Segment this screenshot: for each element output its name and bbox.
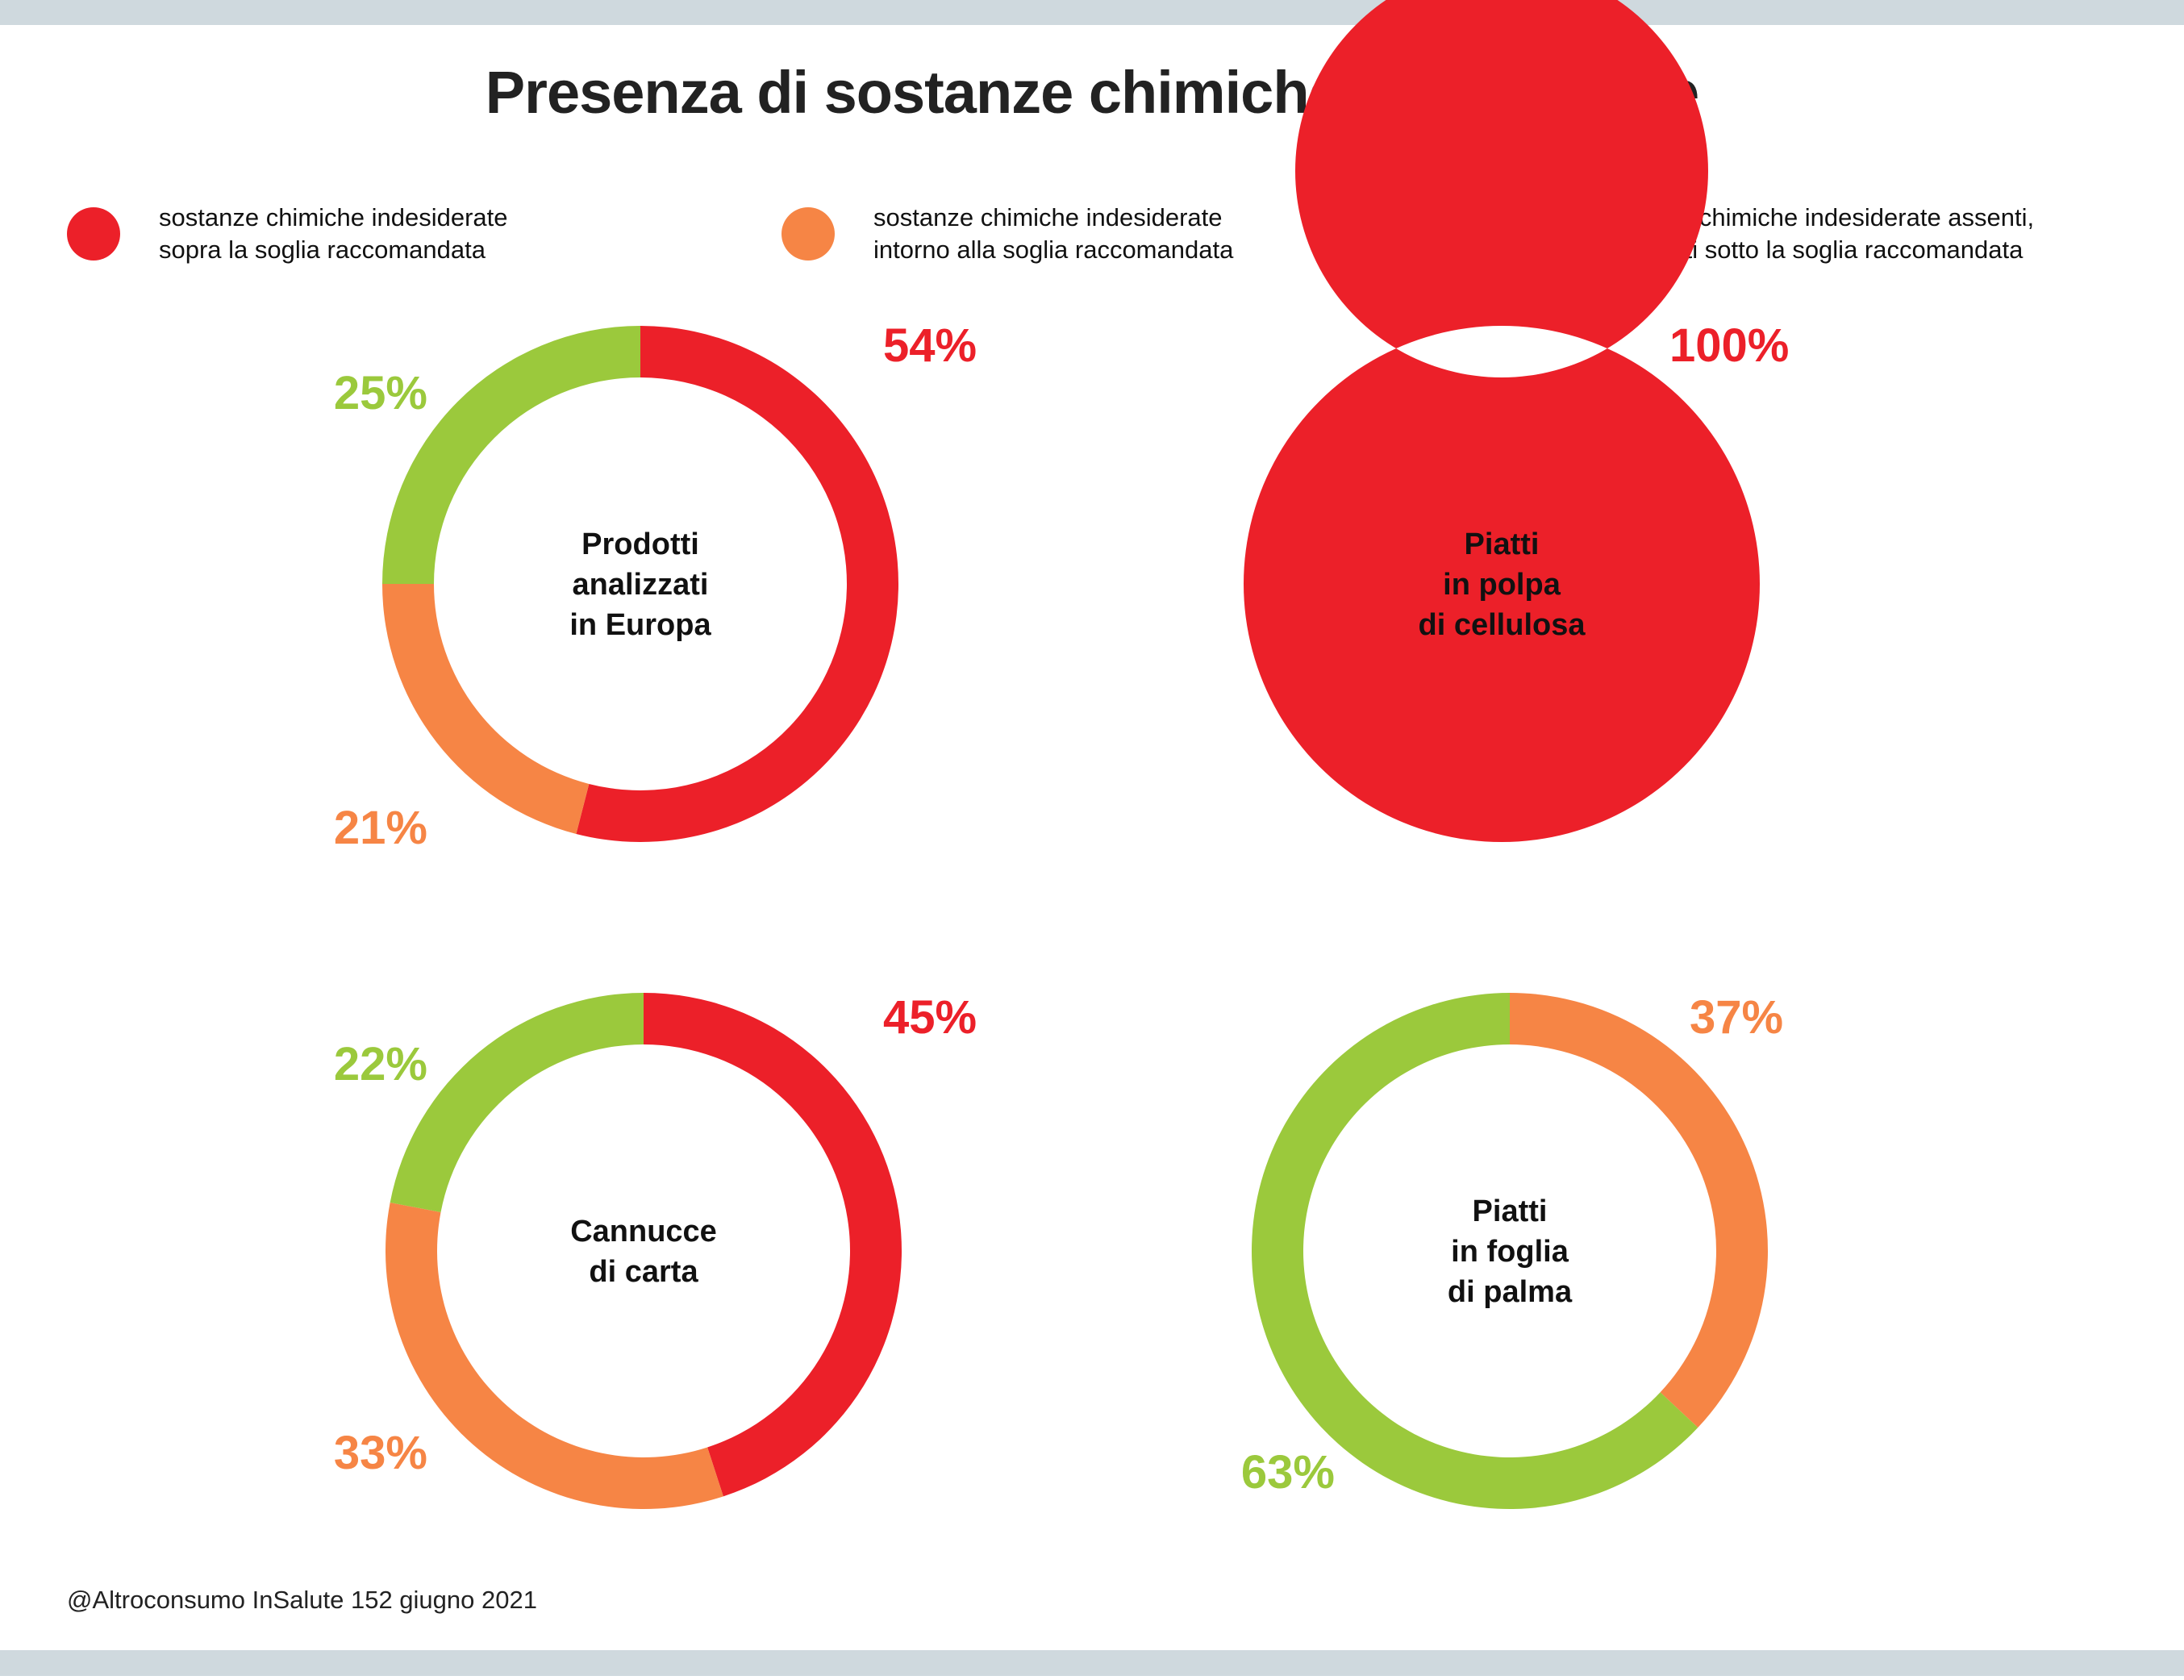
donut-center-label: di palma [1448,1275,1573,1309]
donut-slice-above [576,326,898,842]
donut-chart: 100% Piatti in polpa di cellulosa [1244,0,1789,842]
footer-credit: @Altroconsumo InSalute 152 giugno 2021 [67,1586,537,1614]
donut-chart: 45% 33% 22% Cannucce di carta [334,991,977,1510]
legend-dot-orange [781,207,835,261]
slice-label-below: 63% [1241,1446,1335,1499]
donut-slice-around [385,1203,723,1510]
slice-label-below: 22% [334,1038,427,1090]
donut-center-label: Piatti [1473,1194,1548,1228]
slice-label-above: 100% [1669,319,1789,372]
top-band [0,0,2184,25]
slice-label-around: 37% [1690,991,1783,1044]
donut-center-label: in foglia [1451,1235,1569,1269]
donut-center-label: Cannucce [570,1215,717,1249]
donut-center-label: Prodotti [581,527,699,561]
slice-label-around: 33% [334,1427,427,1479]
legend-line: sostanze chimiche indesiderate [159,203,508,231]
donut-center-label: in polpa [1443,568,1561,602]
donut-slice-around [382,584,590,834]
donut-slice-below [390,993,644,1213]
donut-slice-below [382,326,640,584]
donut-center-label: in Europa [569,608,711,642]
legend-line: sostanze chimiche indesiderate [873,203,1223,231]
legend-item-around: sostanze chimiche indesiderate intorno al… [781,202,1233,266]
donut-slice-below [1252,992,1698,1509]
legend-dot-red [67,207,120,261]
donut-center-label: di cellulosa [1419,608,1586,642]
legend-line: intorno alla soglia raccomandata [873,236,1234,264]
donut-center-label: analizzati [573,568,709,602]
donut-center-label: Piatti [1465,527,1540,561]
donut-center-label: di carta [589,1255,698,1289]
slice-label-around: 21% [334,802,427,854]
donut-chart: 37% 63% Piatti in foglia di palma [1241,991,1783,1509]
slice-label-above: 45% [883,991,977,1044]
donut-slice-around [1510,993,1769,1428]
slice-label-above: 54% [883,319,977,372]
donut-slice-above [644,993,902,1497]
donut-chart: 54% 21% 25% Prodotti analizzati in Europa [334,319,977,854]
slice-label-below: 25% [334,367,427,419]
legend-item-above: sostanze chimiche indesiderate sopra la s… [67,202,508,266]
donut-slice-above [1244,0,1760,842]
bottom-band [0,1650,2184,1676]
legend-line: sopra la soglia raccomandata [159,236,486,264]
